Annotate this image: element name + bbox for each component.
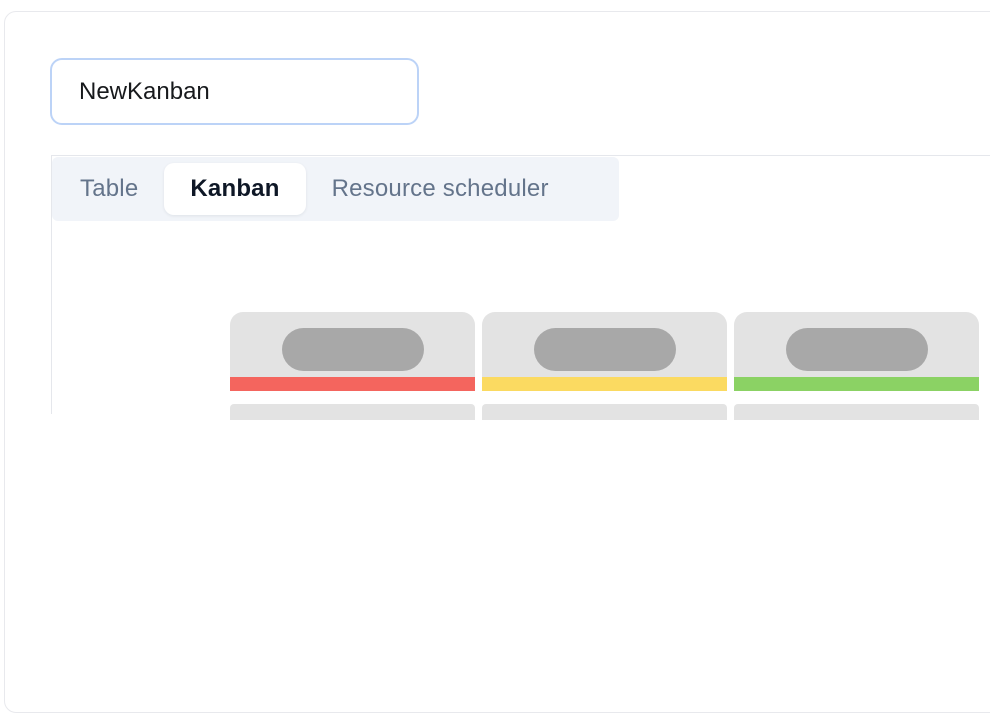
column-title-skeleton (785, 328, 928, 371)
tab-kanban[interactable]: Kanban (164, 163, 306, 215)
column-color-bar (734, 377, 979, 391)
kanban-column (482, 312, 727, 420)
card-skeleton (230, 404, 475, 420)
kanban-column (734, 312, 979, 420)
column-color-bar (230, 377, 475, 391)
view-mode-tab-bar: Table Kanban Resource scheduler (52, 157, 619, 221)
view-name-input[interactable] (50, 58, 419, 125)
tab-table[interactable]: Table (54, 163, 164, 215)
card-skeleton (482, 404, 727, 420)
column-color-bar (482, 377, 727, 391)
tab-resource-scheduler[interactable]: Resource scheduler (306, 163, 575, 215)
column-header-skeleton (230, 312, 475, 377)
column-title-skeleton (533, 328, 676, 371)
column-header-skeleton (482, 312, 727, 377)
column-header-skeleton (734, 312, 979, 377)
card-skeleton (734, 404, 979, 420)
tab-table-label: Table (80, 175, 139, 202)
tab-kanban-label: Kanban (190, 175, 280, 202)
kanban-column (230, 312, 475, 420)
tab-resource-scheduler-label: Resource scheduler (331, 175, 549, 202)
column-title-skeleton (281, 328, 424, 371)
